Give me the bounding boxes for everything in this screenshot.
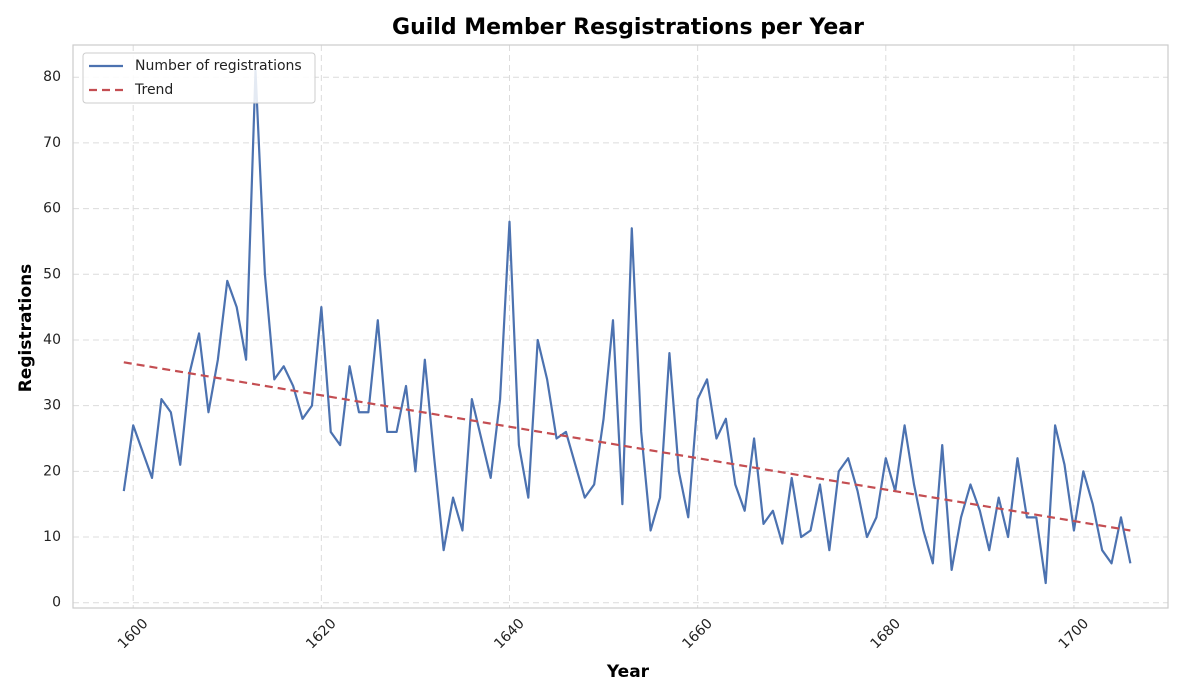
y-axis-label: Registrations — [16, 264, 36, 393]
y-tick-label: 60 — [43, 201, 61, 217]
y-tick-label: 10 — [43, 529, 61, 545]
y-tick-label: 20 — [43, 463, 61, 479]
data-line — [123, 361, 1131, 532]
legend-label: Number of registrations — [135, 58, 302, 74]
x-tick-label: 1700 — [1056, 616, 1093, 653]
chart-title: Guild Member Resgistrations per Year — [392, 15, 864, 40]
y-tick-label: 80 — [43, 69, 61, 85]
x-tick-label: 1660 — [679, 616, 716, 653]
x-tick-label: 1640 — [491, 616, 528, 653]
x-tick-label: 1680 — [868, 616, 905, 653]
x-axis-label: Year — [606, 662, 650, 682]
x-tick-label: 1620 — [303, 616, 340, 653]
data-line — [122, 69, 1132, 585]
x-tick-label: 1600 — [115, 616, 152, 653]
y-tick-label: 50 — [43, 266, 61, 282]
plot-frame — [72, 44, 1169, 609]
y-tick-label: 30 — [43, 398, 61, 414]
legend-label: Trend — [134, 82, 173, 98]
y-tick-label: 70 — [43, 135, 61, 151]
legend-box — [82, 52, 316, 104]
y-tick-label: 0 — [52, 595, 61, 611]
y-tick-label: 40 — [43, 332, 61, 348]
